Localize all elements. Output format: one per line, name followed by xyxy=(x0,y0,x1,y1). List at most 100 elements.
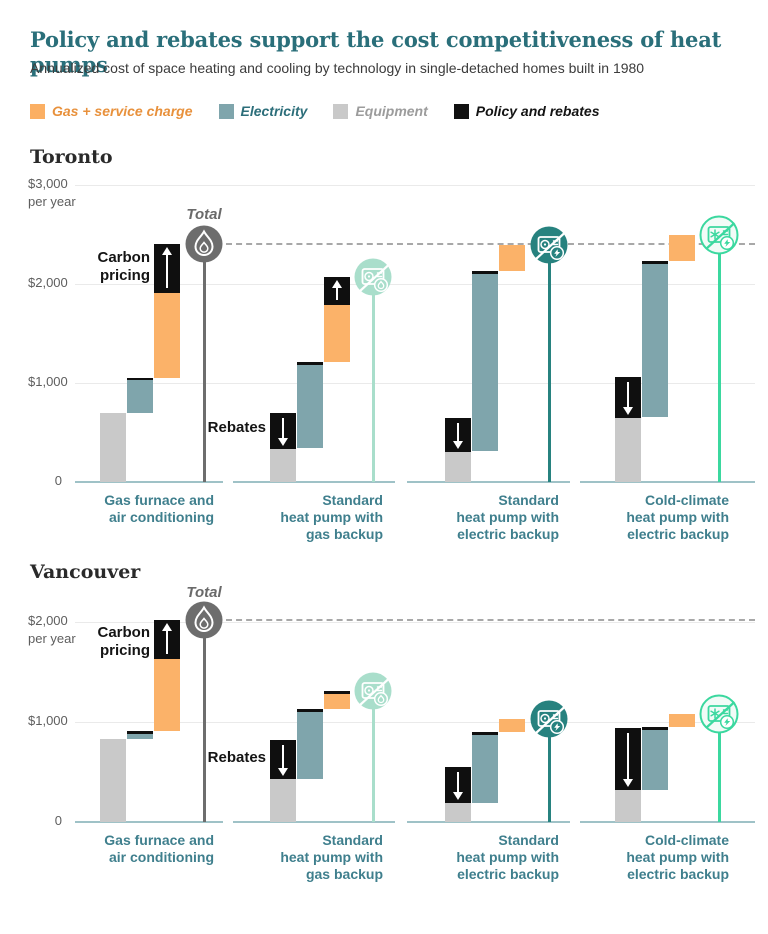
flame-icon xyxy=(184,600,224,640)
gridline xyxy=(75,185,755,186)
gridline xyxy=(75,383,755,384)
category-label-line: electric backup xyxy=(457,526,559,542)
equipment-bar xyxy=(100,739,126,822)
carbon-pricing-annotation: Carbon pricing xyxy=(30,624,151,660)
carbon-pricing-annotation: Carbon pricing xyxy=(30,249,151,285)
category-label-line: heat pump with xyxy=(626,509,729,525)
rebates-bar xyxy=(270,740,296,779)
gas-bar xyxy=(669,714,695,727)
heat-pump-electric-icon xyxy=(529,699,569,739)
equipment-bar xyxy=(615,418,641,482)
category-label: Gas furnace and air conditioning xyxy=(44,492,214,526)
category-label-line: Gas furnace and xyxy=(104,492,214,508)
city-title: Toronto xyxy=(30,146,113,168)
gridline xyxy=(75,722,755,723)
rebates-bar xyxy=(270,413,296,449)
y-tick: $3,000 xyxy=(28,176,68,191)
equipment-bar xyxy=(445,451,471,482)
total-annotation: Total xyxy=(186,584,222,601)
rebates-annotation: Rebates xyxy=(207,749,266,766)
heat-pump-cold-icon xyxy=(699,694,739,734)
legend: Gas + service charge Electricity Equipment… xyxy=(30,103,600,119)
policy-cap-bar xyxy=(472,732,498,735)
y-tick-zero: 0 xyxy=(54,473,62,488)
category-label-line: Standard xyxy=(498,832,559,848)
gas-bar xyxy=(154,293,180,378)
legend-label: Gas + service charge xyxy=(52,103,193,119)
equipment-bar xyxy=(100,413,126,482)
y-axis-unit: per year xyxy=(28,194,76,209)
electricity-bar xyxy=(642,729,668,790)
electricity-bar xyxy=(472,274,498,451)
category-label-line: electric backup xyxy=(627,866,729,882)
legend-item-gas-service-charge: Gas + service charge xyxy=(30,103,193,119)
carbon-pricing-annotation-line: Carbon xyxy=(97,624,151,641)
flame-icon xyxy=(184,224,224,264)
policy-and-rebates-swatch xyxy=(453,103,469,119)
policy-cap-bar xyxy=(297,362,323,365)
equipment-bar xyxy=(270,448,296,482)
electricity-bar xyxy=(297,365,323,448)
rebates-annotation: Rebates xyxy=(207,419,266,436)
total-line xyxy=(718,714,721,822)
y-tick: $1,000 xyxy=(28,374,68,389)
category-label-line: gas backup xyxy=(305,866,383,882)
total-line xyxy=(548,245,551,482)
category-label-line: heat pump with xyxy=(456,849,559,865)
gas-bar xyxy=(499,245,525,271)
legend-label: Electricity xyxy=(240,103,308,119)
gas-bar xyxy=(499,719,525,732)
equipment-bar xyxy=(445,803,471,822)
chart-subtitle: Annualized cost of space heating and coo… xyxy=(30,60,645,76)
heat-pump-cold-icon xyxy=(699,215,739,255)
category-label-line: electric backup xyxy=(457,866,559,882)
electricity-swatch xyxy=(218,103,234,119)
policy-cap-bar xyxy=(472,271,498,274)
legend-item-equipment: Equipment xyxy=(333,103,428,119)
carbon-pricing-bar xyxy=(324,277,350,305)
equipment-swatch xyxy=(333,103,349,119)
city-title: Vancouver xyxy=(30,561,141,583)
gas-bar xyxy=(324,305,350,362)
rebates-bar xyxy=(445,418,471,452)
category-label-line: heat pump with xyxy=(280,509,383,525)
reference-dashed-line xyxy=(226,619,755,621)
x-axis xyxy=(580,821,755,823)
legend-item-electricity: Electricity xyxy=(218,103,308,119)
equipment-bar xyxy=(270,779,296,822)
total-line xyxy=(548,719,551,822)
category-label-line: Cold-climate xyxy=(644,492,729,508)
rebates-bar xyxy=(615,728,641,790)
x-axis xyxy=(75,481,223,483)
category-label: Standard heat pump with gas backup xyxy=(213,832,383,883)
category-label: Gas furnace and air conditioning xyxy=(44,832,214,866)
x-axis xyxy=(233,821,395,823)
category-label: Standard heat pump with electric backup xyxy=(389,492,559,543)
policy-cap-bar xyxy=(642,261,668,264)
y-tick-zero: 0 xyxy=(54,813,62,828)
y-tick: $1,000 xyxy=(28,713,68,728)
x-axis xyxy=(407,821,570,823)
category-label-line: air conditioning xyxy=(109,509,214,525)
category-label-line: air conditioning xyxy=(109,849,214,865)
category-label-line: heat pump with xyxy=(280,849,383,865)
policy-cap-bar xyxy=(127,731,153,734)
y-tick: $2,000 xyxy=(28,613,68,628)
category-label: Standard heat pump with gas backup xyxy=(213,492,383,543)
electricity-bar xyxy=(297,712,323,779)
legend-label: Equipment xyxy=(355,103,428,119)
equipment-bar xyxy=(615,790,641,822)
y-axis-unit: per year xyxy=(28,631,76,646)
category-label: Cold-climate heat pump with electric backu… xyxy=(559,492,729,543)
legend-label: Policy and rebates xyxy=(475,103,600,119)
gas-bar xyxy=(324,693,350,709)
electricity-bar xyxy=(472,735,498,803)
rebates-bar xyxy=(445,767,471,803)
carbon-pricing-bar xyxy=(154,244,180,293)
gridline xyxy=(75,622,755,623)
category-label: Cold-climate heat pump with electric backu… xyxy=(559,832,729,883)
gas-service-charge-swatch xyxy=(30,103,45,119)
